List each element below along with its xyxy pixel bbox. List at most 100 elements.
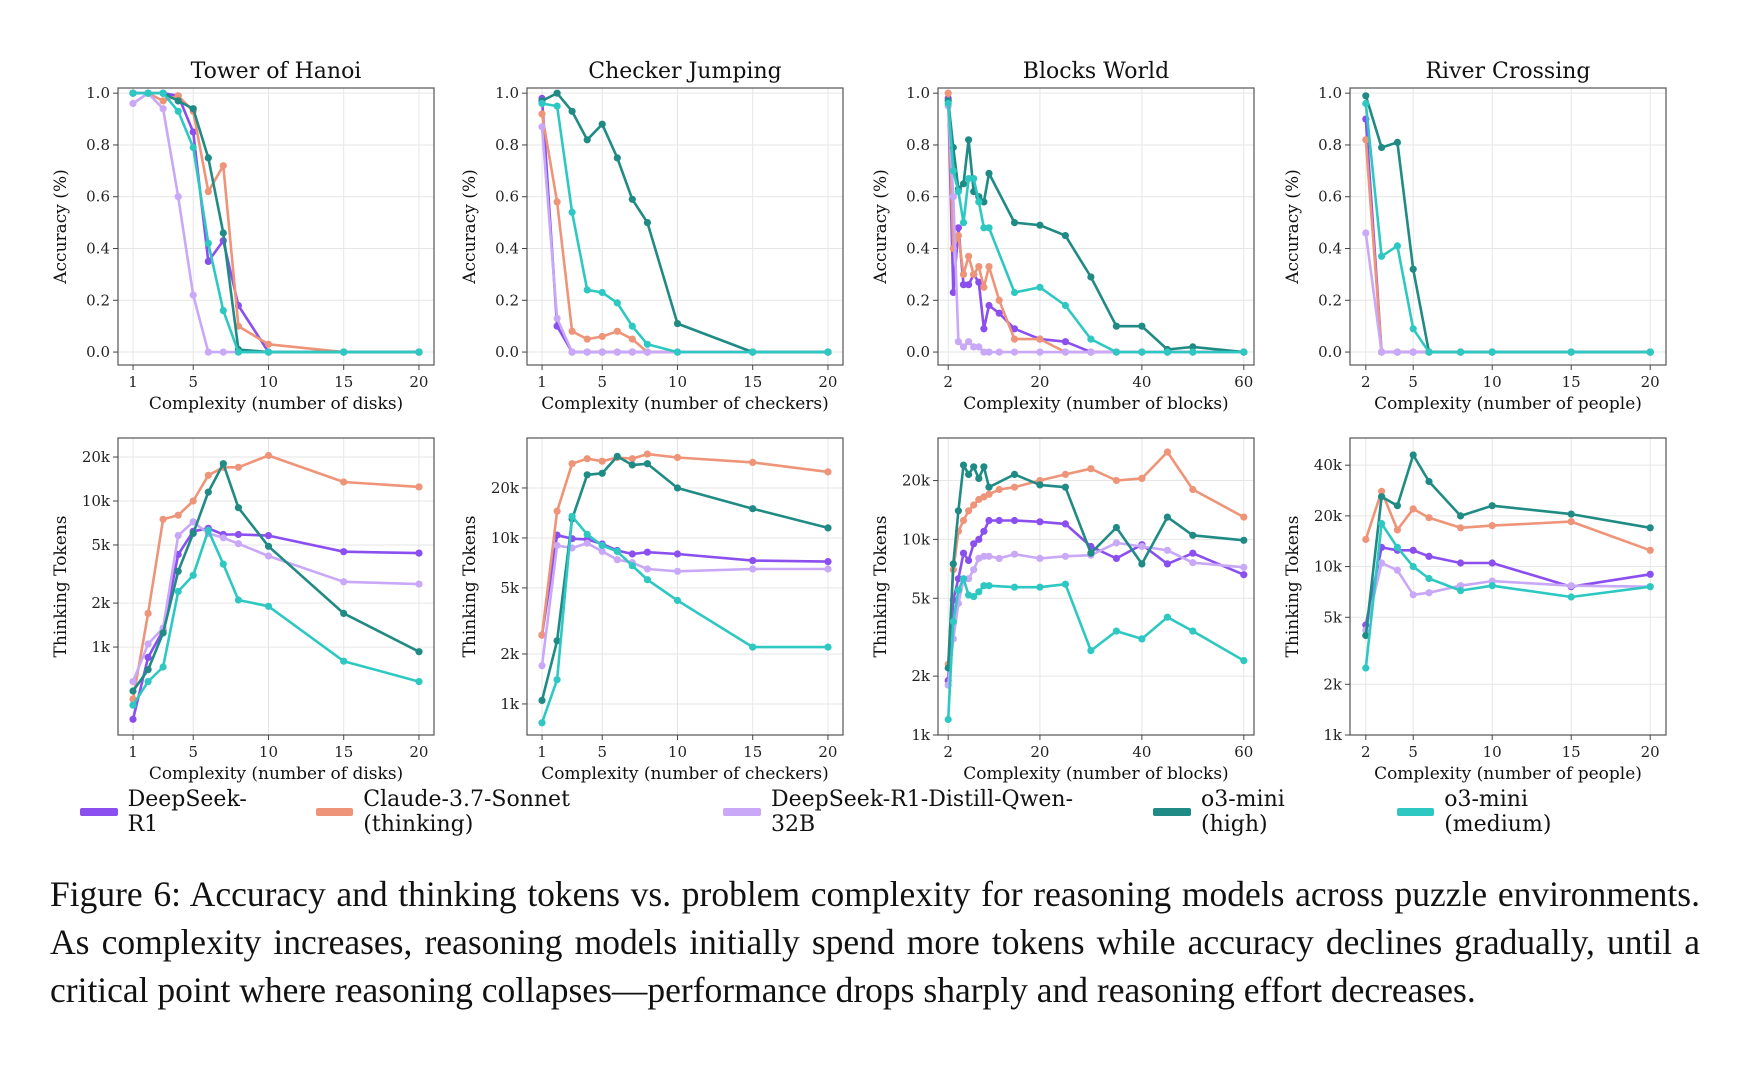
legend: DeepSeek-R1 Claude-3.7-Sonnet (thinking) D…	[80, 787, 1680, 837]
figure-caption: Figure 6: Accuracy and thinking tokens v…	[50, 870, 1700, 1014]
y-tick-label: 0.6	[1318, 188, 1342, 206]
data-point	[219, 307, 227, 315]
data-point	[1457, 348, 1465, 356]
data-point	[613, 327, 621, 335]
data-point	[174, 92, 182, 100]
data-point	[628, 455, 636, 463]
data-point	[824, 643, 832, 651]
data-point	[234, 540, 242, 548]
data-point	[1457, 559, 1465, 567]
data-point	[959, 343, 968, 351]
x-tick-label: 1	[537, 373, 547, 391]
x-tick-label: 10	[668, 373, 687, 391]
series-claude-3-7-sonnet-thinking	[129, 451, 423, 703]
data-point	[1163, 560, 1171, 568]
data-point	[1362, 136, 1370, 144]
series-line	[946, 103, 1244, 354]
data-point	[1240, 571, 1248, 579]
x-tick-label: 20	[1641, 373, 1660, 391]
data-point	[980, 283, 988, 291]
data-point	[965, 175, 973, 183]
data-point	[959, 270, 968, 278]
data-point	[824, 565, 832, 573]
data-point	[1036, 518, 1044, 526]
data-point	[204, 526, 212, 534]
data-point	[415, 648, 423, 656]
series-line	[1364, 453, 1651, 636]
data-point	[673, 550, 682, 558]
plot-frame	[117, 437, 435, 736]
data-point	[1378, 143, 1386, 152]
data-point	[189, 529, 197, 538]
chart-panel-7: 2 20 40 60 1k 2k 5k 10k 20k Complexity (number of…	[871, 437, 1255, 784]
y-tick-label: 0.4	[86, 240, 110, 258]
data-point	[1425, 477, 1433, 486]
data-point	[1457, 512, 1465, 520]
series-line	[1364, 95, 1651, 354]
series-o3-mini-medium	[129, 526, 423, 709]
data-point	[970, 270, 978, 278]
x-tick-label: 15	[1562, 373, 1581, 391]
x-tick-label: 5	[597, 373, 607, 391]
y-tick-label: 1k	[500, 695, 520, 713]
data-point	[204, 471, 212, 479]
data-point	[1362, 535, 1370, 544]
series-o3-mini-medium	[944, 99, 1248, 356]
data-point	[985, 263, 993, 271]
data-point	[174, 107, 182, 115]
x-tick-label: 1	[128, 373, 138, 391]
x-tick-label: 5	[1408, 373, 1418, 391]
data-point	[1087, 647, 1095, 655]
series-line	[946, 93, 1244, 354]
series-claude-3-7-sonnet-thinking	[129, 89, 423, 356]
data-point	[824, 348, 832, 356]
data-point	[129, 687, 137, 695]
data-point	[415, 549, 423, 557]
data-point	[673, 348, 682, 356]
x-axis-label: Complexity (number of blocks)	[963, 764, 1228, 784]
x-tick-label: 15	[1562, 743, 1581, 761]
x-tick-label: 40	[1132, 373, 1151, 391]
data-point	[598, 120, 606, 128]
series-o3-mini-medium	[1362, 520, 1654, 672]
data-point	[970, 566, 978, 574]
y-tick-label: 10k	[902, 530, 931, 548]
data-point	[628, 322, 636, 330]
series-line	[1364, 561, 1651, 631]
data-point	[1425, 589, 1433, 597]
data-point	[949, 288, 957, 297]
data-point	[159, 629, 167, 637]
data-point	[673, 453, 682, 462]
data-point	[1646, 348, 1654, 356]
data-point	[944, 715, 952, 724]
y-tick-label: 2k	[91, 594, 111, 612]
data-point	[1393, 502, 1401, 510]
series-o3-mini-high	[944, 97, 1248, 356]
data-point	[613, 556, 621, 564]
series-line	[540, 533, 829, 636]
data-point	[1061, 301, 1069, 310]
data-point	[949, 618, 957, 626]
data-point	[673, 484, 682, 492]
data-point	[204, 488, 212, 496]
y-tick-label: 0.6	[86, 188, 110, 206]
data-point	[174, 567, 182, 575]
series-line	[133, 91, 419, 354]
data-point	[538, 662, 546, 670]
data-point	[1425, 514, 1433, 522]
data-point	[553, 676, 561, 684]
data-point	[1087, 465, 1095, 473]
data-point	[980, 325, 988, 333]
data-point	[1061, 232, 1069, 240]
data-point	[1425, 348, 1433, 356]
series-deepseek-r1	[944, 516, 1248, 685]
series-deepseek-r1-distill-qwen-32b	[538, 539, 832, 670]
series-deepseek-r1	[1362, 115, 1654, 356]
x-tick-label: 20	[818, 373, 837, 391]
data-point	[970, 501, 978, 509]
data-point	[568, 512, 576, 520]
series-line	[541, 91, 828, 354]
data-point	[959, 516, 968, 525]
y-axis-label: Accuracy (%)	[871, 169, 891, 284]
